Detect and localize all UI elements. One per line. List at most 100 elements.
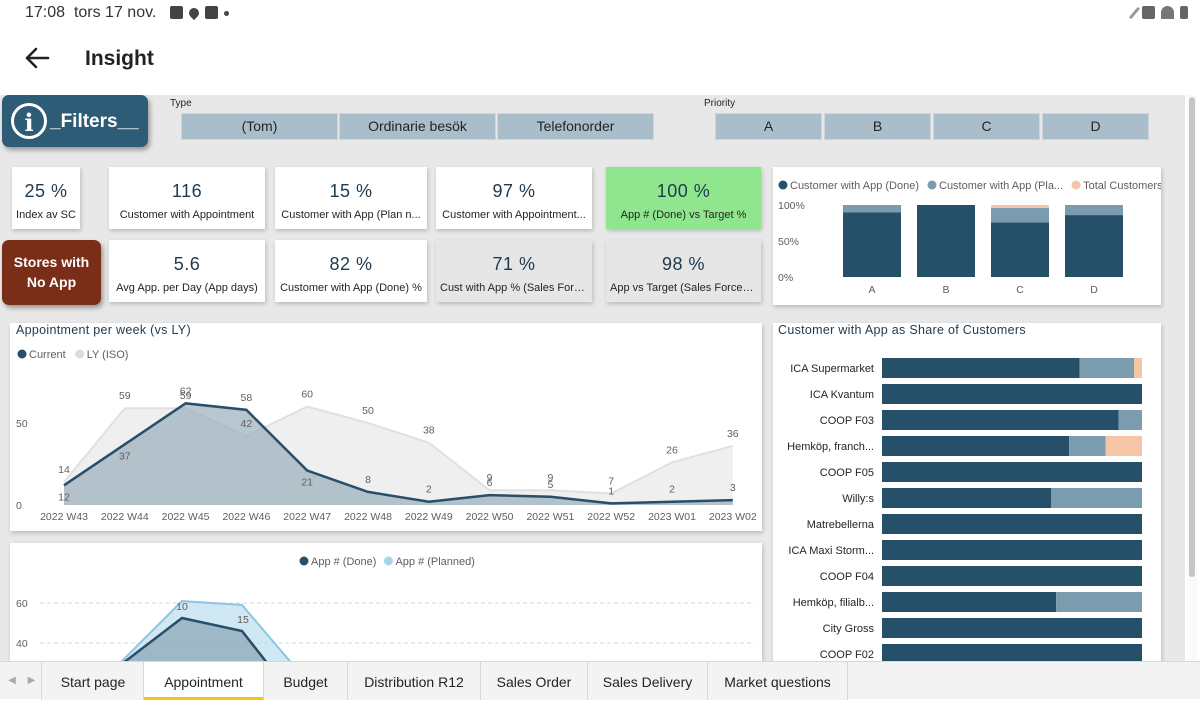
appointment-per-week-panel[interactable]: Appointment per week (vs LY) Current LY (… xyxy=(10,323,762,531)
kpi-value: 15 % xyxy=(329,181,373,201)
kpi-card-app-plan[interactable]: 15 % Customer with App (Plan n... xyxy=(275,167,427,229)
priority-option-c[interactable]: C xyxy=(933,113,1040,140)
bar-segment xyxy=(882,410,1119,430)
type-option-telefonorder[interactable]: Telefonorder xyxy=(497,113,654,140)
data-label-ly: 9 xyxy=(487,472,493,484)
kpi-caption: Customer with Appointment xyxy=(119,209,255,221)
tab-scroll-left-icon[interactable]: ◀ xyxy=(8,675,16,686)
legend-label: Customer with App (Done) xyxy=(790,180,919,192)
tab-start-page[interactable]: Start page xyxy=(43,662,144,700)
stores-with-no-app-button[interactable]: Stores with No App xyxy=(2,240,101,305)
share-of-customers-panel[interactable]: Customer with App as Share of Customers … xyxy=(773,323,1161,661)
legend-label: LY (ISO) xyxy=(87,349,129,361)
chart-title: Appointment per week (vs LY) xyxy=(16,323,191,337)
x-tick-label: A xyxy=(868,284,875,296)
kpi-card-index-sc[interactable]: 25 % Index av SC xyxy=(12,167,80,229)
data-label-done: 10 xyxy=(176,601,188,613)
kpi-value: 71 % xyxy=(492,254,536,274)
pen-icon xyxy=(1128,6,1141,20)
priority-option-d[interactable]: D xyxy=(1042,113,1149,140)
tab-market-questions[interactable]: Market questions xyxy=(708,662,848,700)
stores-button-line1: Stores with xyxy=(13,254,90,270)
type-option-tom[interactable]: (Tom) xyxy=(181,113,338,140)
bar-segment-d xyxy=(1065,215,1123,277)
wifi-icon xyxy=(1161,6,1174,19)
x-tick-label: 2022 W44 xyxy=(101,511,149,523)
y-category-label: COOP F05 xyxy=(820,467,874,479)
legend-marker xyxy=(75,349,85,359)
kpi-card-customer-with-appointment[interactable]: 116 Customer with Appointment xyxy=(109,167,265,229)
y-category-label: COOP F03 xyxy=(820,415,874,427)
bar-segment xyxy=(882,566,1142,586)
battery-icon xyxy=(1180,6,1188,19)
bar-segment xyxy=(1051,488,1142,508)
data-label-ly: 38 xyxy=(423,425,435,437)
back-arrow-icon[interactable] xyxy=(24,46,52,70)
tab-scroll-right-icon[interactable]: ▶ xyxy=(22,662,42,700)
y-tick-label: 0 xyxy=(16,500,22,512)
tab-sales-delivery[interactable]: Sales Delivery xyxy=(588,662,708,700)
page-title: Insight xyxy=(85,47,154,70)
kpi-caption: Cust with App % (Sales Force) xyxy=(440,282,588,294)
tab-budget[interactable]: Budget xyxy=(264,662,348,700)
data-label-ly: 14 xyxy=(58,464,70,476)
bar-segment xyxy=(882,592,1057,612)
x-tick-label: C xyxy=(1016,284,1024,296)
kpi-card-cust-app-sales-force[interactable]: 71 % Cust with App % (Sales Force) xyxy=(436,240,592,302)
page-tab-bar: ◀ ▶ Start page Appointment Budget Distri… xyxy=(0,661,1200,700)
scrollbar-thumb[interactable] xyxy=(1189,97,1195,577)
kpi-caption: Customer with Appointment... xyxy=(442,209,586,221)
bar-segment xyxy=(1134,358,1142,378)
data-label-current: 58 xyxy=(241,392,253,404)
kpi-caption: Avg App. per Day (App days) xyxy=(116,282,258,294)
priority-option-b[interactable]: B xyxy=(824,113,931,140)
bar-segment xyxy=(882,436,1070,456)
x-tick-label: 2022 W45 xyxy=(162,511,210,523)
y-tick-label: 0% xyxy=(778,272,793,284)
tab-appointment[interactable]: Appointment xyxy=(144,662,264,700)
bar-segment-c xyxy=(991,222,1049,277)
data-label-ly: 59 xyxy=(180,390,192,402)
bar-segment xyxy=(882,384,1142,404)
kpi-card-app-vs-target[interactable]: 100 % App # (Done) vs Target % xyxy=(606,167,761,229)
y-category-label: ICA Kvantum xyxy=(810,389,874,401)
data-label-ly: 9 xyxy=(547,472,553,484)
y-category-label: Hemköp, franch... xyxy=(787,441,874,453)
data-label-current: 37 xyxy=(119,450,131,462)
kpi-caption: App # (Done) vs Target % xyxy=(620,209,747,221)
legend-label: Current xyxy=(29,349,66,361)
tab-distribution-r12[interactable]: Distribution R12 xyxy=(348,662,481,700)
legend-marker xyxy=(299,556,309,566)
status-bar: 17:08 tors 17 nov. xyxy=(0,0,1200,28)
tab-sales-order[interactable]: Sales Order xyxy=(481,662,588,700)
bar-segment xyxy=(882,514,1142,534)
vertical-scrollbar[interactable] xyxy=(1187,95,1197,661)
kpi-card-app-done[interactable]: 82 % Customer with App (Done) % xyxy=(275,240,427,302)
bar-segment xyxy=(882,358,1080,378)
data-label-current: 6 xyxy=(487,477,493,489)
x-tick-label: 2022 W50 xyxy=(466,511,514,523)
checkbox-icon xyxy=(205,6,218,19)
kpi-card-avg-app-per-day[interactable]: 5.6 Avg App. per Day (App days) xyxy=(109,240,265,302)
y-tick-label: 50% xyxy=(778,236,799,248)
app-done-planned-panel[interactable]: App # (Done) App # (Planned) 60 40 10 15 xyxy=(10,543,762,661)
bar-segment xyxy=(882,540,1142,560)
info-icon: i xyxy=(11,103,47,139)
priority-share-chart-panel[interactable]: Customer with App (Done) Customer with Ap… xyxy=(773,167,1163,305)
bar-segment xyxy=(1056,592,1142,612)
kpi-card-appointment-pct[interactable]: 97 % Customer with Appointment... xyxy=(436,167,592,229)
type-option-ordinarie[interactable]: Ordinarie besök xyxy=(339,113,496,140)
data-label-current: 62 xyxy=(180,385,192,397)
data-label-planned: 15 xyxy=(237,614,249,626)
y-category-label: Matrebellerna xyxy=(807,519,875,531)
priority-option-a[interactable]: A xyxy=(715,113,822,140)
x-tick-label: 2022 W51 xyxy=(526,511,574,523)
filters-button[interactable]: i _Filters__ xyxy=(2,95,148,147)
x-tick-label: 2023 W01 xyxy=(648,511,696,523)
chart-title: Customer with App as Share of Customers xyxy=(778,323,1026,337)
y-category-label: Willy:s xyxy=(842,493,874,505)
legend-label: Total Customers xyxy=(1083,180,1161,192)
x-tick-label: 2022 W47 xyxy=(283,511,331,523)
data-label-ly: 7 xyxy=(608,476,614,488)
kpi-card-app-vs-target-sales-force[interactable]: 98 % App vs Target (Sales Force) % xyxy=(606,240,761,302)
